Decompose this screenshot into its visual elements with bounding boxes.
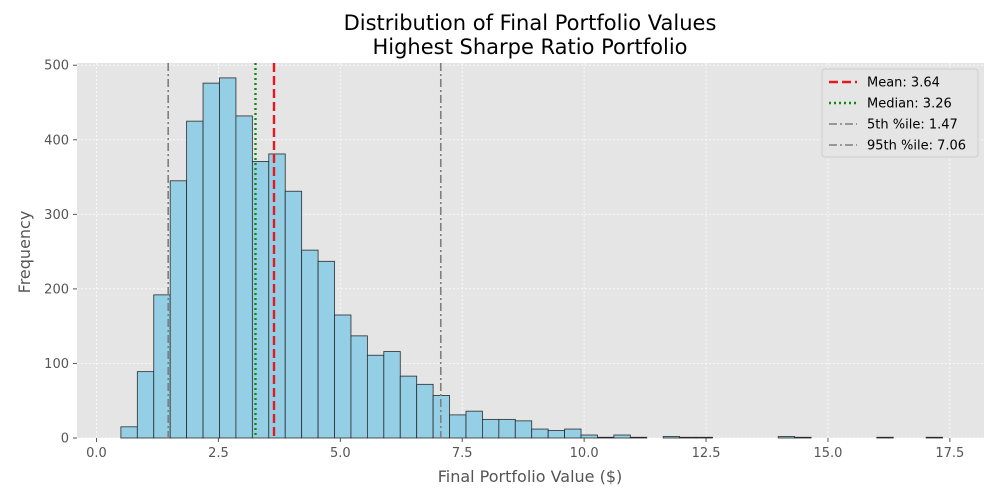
- histogram-bar: [219, 77, 237, 439]
- histogram-bar: [383, 351, 401, 439]
- histogram-bar: [629, 436, 648, 439]
- histogram-bar: [120, 426, 138, 439]
- histogram-bar: [399, 375, 418, 439]
- histogram-bar: [794, 436, 812, 439]
- x-axis-label: Final Portfolio Value ($): [438, 467, 623, 486]
- y-tick-label: 0: [61, 432, 69, 447]
- x-tick-label: 15.0: [813, 446, 842, 461]
- histogram-bar: [186, 120, 204, 439]
- y-tick-label: 200: [44, 282, 69, 297]
- histogram-bar: [613, 434, 631, 439]
- histogram-bar: [136, 371, 155, 439]
- histogram-bar: [564, 428, 582, 439]
- histogram-bar: [284, 190, 303, 439]
- y-axis-label: Frequency: [15, 211, 34, 294]
- legend-label: 95th %ile: 7.06: [867, 139, 966, 154]
- histogram-bar: [169, 180, 188, 439]
- histogram-bar: [777, 436, 796, 439]
- x-tick-label: 5.0: [330, 446, 351, 461]
- histogram-bar: [235, 115, 253, 439]
- legend-label: Median: 3.26: [867, 97, 952, 112]
- histogram-bar: [679, 436, 697, 439]
- x-tick-label: 2.5: [208, 446, 229, 461]
- histogram-bar: [449, 414, 467, 439]
- legend-label: Mean: 3.64: [867, 76, 940, 91]
- y-axis-ticks: 0 100 200 300 400 500: [44, 59, 77, 447]
- x-tick-label: 0.0: [86, 446, 107, 461]
- histogram-bar: [482, 418, 500, 439]
- histogram-bar: [514, 420, 533, 439]
- histogram-bar: [597, 436, 615, 439]
- histogram-bar: [876, 436, 894, 439]
- reference-lines: [167, 63, 442, 438]
- x-tick-label: 17.5: [935, 446, 964, 461]
- chart-subtitle: Highest Sharpe Ratio Portfolio: [372, 35, 687, 59]
- histogram-bar: [465, 410, 483, 439]
- histogram-bar: [662, 436, 681, 439]
- histogram-bar: [334, 314, 352, 439]
- histogram-bar: [531, 428, 549, 439]
- histogram-bar: [350, 335, 368, 439]
- legend: Mean: 3.64 Median: 3.26 5th %ile: 1.47 95th…: [821, 68, 979, 158]
- legend-label: 5th %ile: 1.47: [867, 118, 958, 133]
- histogram-bar: [268, 153, 286, 439]
- histogram-bar: [695, 436, 713, 439]
- y-tick-label: 300: [44, 208, 69, 223]
- histogram-bars: [120, 77, 943, 439]
- histogram-bar: [498, 418, 516, 439]
- chart-title: Distribution of Final Portfolio Values: [344, 11, 717, 35]
- histogram-bar: [925, 436, 943, 439]
- histogram-bar: [547, 430, 565, 439]
- y-tick-label: 400: [44, 133, 69, 148]
- y-tick-label: 100: [44, 357, 69, 372]
- histogram-bar: [366, 354, 385, 439]
- x-axis-ticks: 0.0 2.5 5.0 7.5 10.0 12.5 15.0 17.5: [86, 438, 964, 461]
- x-tick-label: 10.0: [570, 446, 599, 461]
- histogram-bar: [580, 434, 598, 439]
- histogram-bar: [202, 82, 220, 439]
- y-tick-label: 500: [44, 59, 69, 74]
- histogram-bar: [301, 249, 319, 439]
- legend-box: [821, 68, 979, 158]
- x-tick-label: 7.5: [452, 446, 473, 461]
- histogram-bar: [416, 383, 434, 439]
- histogram-bar: [317, 260, 335, 439]
- x-tick-label: 12.5: [692, 446, 721, 461]
